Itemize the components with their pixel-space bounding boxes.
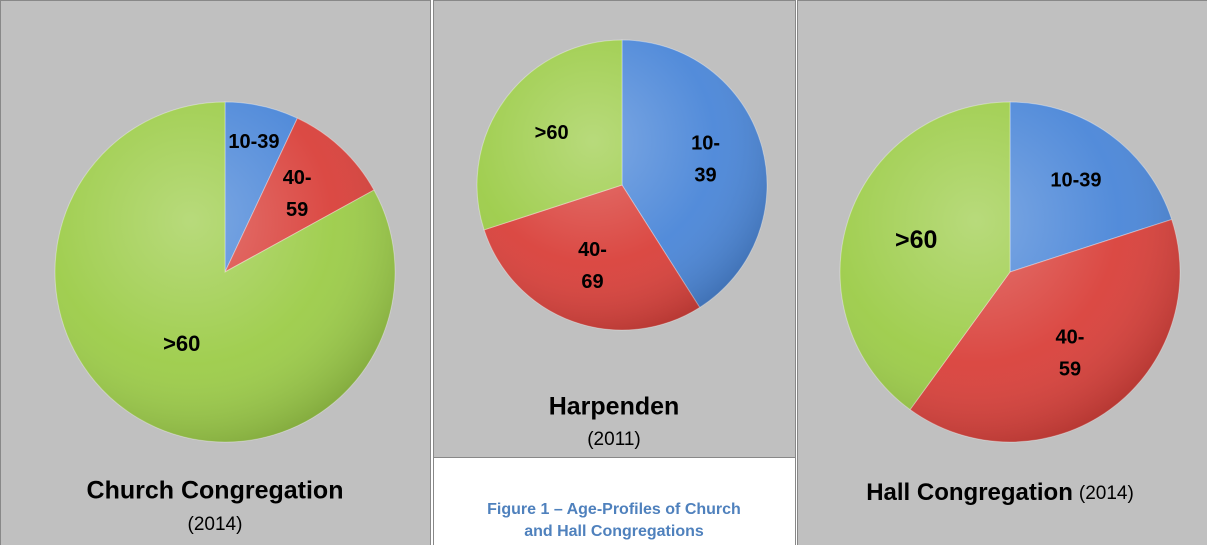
slice-label: >60 — [163, 331, 200, 356]
slice-label: >60 — [895, 226, 937, 254]
slice-label: 40-59 — [1056, 327, 1085, 381]
slice-label: 10-39 — [1050, 170, 1101, 192]
caption-box — [433, 457, 796, 545]
chart-heading: Hall Congregation (2014) — [866, 479, 1134, 506]
slice-label: 10-39 — [228, 131, 279, 153]
slice-label: 40-69 — [578, 239, 607, 293]
chart-title: Harpenden — [549, 393, 680, 421]
chart-title: Church Congregation — [87, 477, 344, 505]
slice-label: 10-39 — [691, 133, 720, 187]
chart-subtitle: (2011) — [587, 429, 641, 450]
chart-subtitle: (2014) — [1079, 483, 1134, 504]
slice-label: 40-59 — [283, 167, 312, 221]
chart-title: Hall Congregation — [866, 479, 1073, 506]
slice-label: >60 — [535, 122, 569, 144]
chart-subtitle: (2014) — [188, 514, 243, 535]
caption: Figure 1 – Age-Profiles of Church and Hal… — [487, 501, 741, 540]
